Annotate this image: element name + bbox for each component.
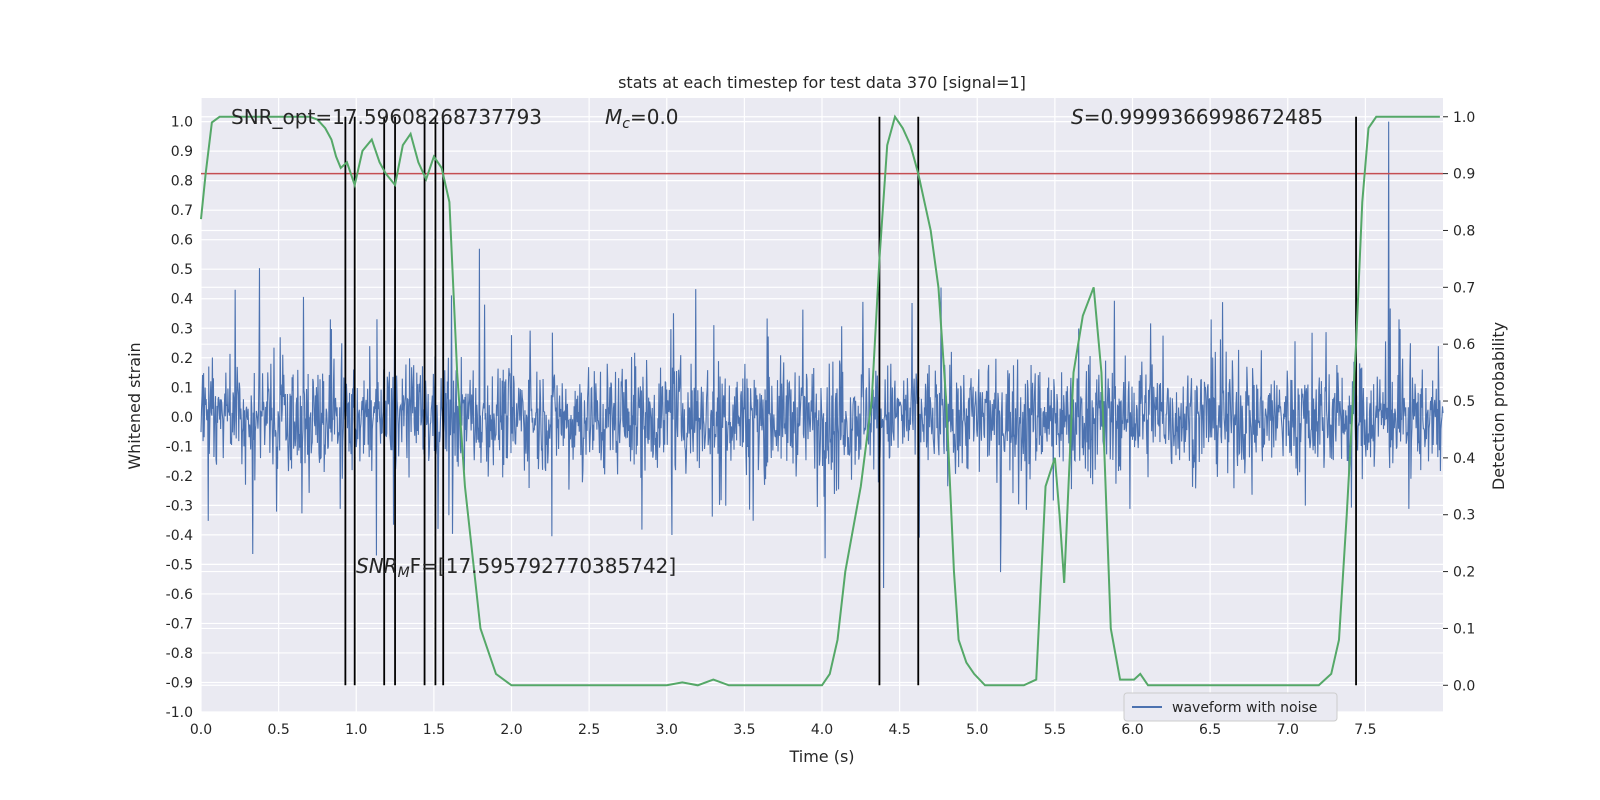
y-tick-label: -0.9 bbox=[166, 675, 193, 691]
y-gridlines bbox=[201, 121, 1443, 713]
legend-label: waveform with noise bbox=[1172, 700, 1317, 716]
snr-mf-annotation: SNRMF=[17.595792770385742] bbox=[356, 554, 676, 581]
y-tick-label: 0.7 bbox=[171, 203, 193, 219]
x-tick-label: 1.0 bbox=[345, 722, 367, 738]
legend: waveform with noise bbox=[1123, 692, 1338, 722]
x-tick-label: 6.5 bbox=[1199, 722, 1221, 738]
left-y-axis-ticks: -1.0 -0.9 -0.8 -0.7 -0.6 -0.5 -0.4 -0.3 -0.2 -0.1… bbox=[166, 115, 193, 721]
x-tick-label: 0.0 bbox=[190, 722, 212, 738]
right-y-tick-label: 0.2 bbox=[1453, 565, 1475, 581]
probability-line bbox=[200, 114, 1440, 687]
detection-probability-series bbox=[200, 114, 1440, 687]
x-tick-label: 7.0 bbox=[1277, 722, 1299, 738]
x-tick-label: 2.5 bbox=[578, 722, 600, 738]
y-tick-label: 0.0 bbox=[171, 410, 193, 426]
right-y-axis-ticks: 0.0 0.1 0.2 0.3 0.4 0.5 0.6 0.7 0.8 0.9 1.0 bbox=[1443, 110, 1475, 694]
x-tick-label: 3.0 bbox=[656, 722, 678, 738]
left-y-axis-label: Whitened strain bbox=[125, 342, 144, 469]
waveform-series bbox=[200, 121, 1444, 588]
y-tick-label: 0.5 bbox=[171, 262, 193, 278]
chirp-mass-symbol: M bbox=[605, 105, 622, 129]
x-axis-label: Time (s) bbox=[788, 747, 854, 766]
right-y-axis-label: Detection probability bbox=[1489, 322, 1508, 490]
y-tick-label: -1.0 bbox=[166, 705, 193, 721]
right-y-tick-label: 0.9 bbox=[1453, 167, 1475, 183]
s-symbol: S bbox=[1071, 105, 1084, 129]
detection-lines bbox=[344, 116, 1357, 686]
right-y-tick-label: 0.6 bbox=[1453, 337, 1475, 353]
right-y-tick-label: 0.5 bbox=[1453, 394, 1475, 410]
x-tick-label: 4.0 bbox=[811, 722, 833, 738]
x-tick-label: 6.0 bbox=[1121, 722, 1143, 738]
y-tick-label: 0.2 bbox=[171, 351, 193, 367]
chart-title: stats at each timestep for test data 370… bbox=[618, 73, 1026, 92]
y-tick-label: -0.6 bbox=[166, 587, 193, 603]
right-y-tick-label: 0.1 bbox=[1453, 621, 1475, 637]
x-axis-ticks: 0.0 0.5 1.0 1.5 2.0 2.5 3.0 3.5 4.0 4.5 5.0 5.5 6.0 6… bbox=[190, 722, 1377, 738]
x-tick-label: 3.5 bbox=[733, 722, 755, 738]
y-tick-label: 0.6 bbox=[171, 233, 193, 249]
x-tick-label: 1.5 bbox=[423, 722, 445, 738]
y-tick-label: 0.1 bbox=[171, 380, 193, 396]
x-tick-label: 7.5 bbox=[1354, 722, 1376, 738]
legend-box bbox=[1123, 692, 1338, 722]
x-tick-label: 5.5 bbox=[1044, 722, 1066, 738]
y-tick-label: 0.4 bbox=[171, 292, 193, 308]
right-y-tick-label: 0.7 bbox=[1453, 280, 1475, 296]
right-y-tick-label: 0.4 bbox=[1453, 451, 1475, 467]
chirp-mass-annotation: Mc=0.0 bbox=[605, 105, 679, 132]
s-value: =0.9999366998672485 bbox=[1084, 105, 1323, 129]
y-tick-label: -0.1 bbox=[166, 439, 193, 455]
snr-opt-annotation: SNR_opt=17.59608268737793 bbox=[231, 105, 542, 129]
y-tick-label: 1.0 bbox=[171, 115, 193, 131]
y-tick-label: 0.9 bbox=[171, 144, 193, 160]
chirp-mass-subscript: c bbox=[622, 116, 630, 132]
y-tick-label: -0.2 bbox=[166, 469, 193, 485]
snr-mf-subscript: M bbox=[398, 565, 410, 581]
y-tick-label: 0.8 bbox=[171, 174, 193, 190]
right-y-tick-label: 1.0 bbox=[1453, 110, 1475, 126]
waveform-line bbox=[200, 121, 1444, 588]
x-tick-label: 4.5 bbox=[888, 722, 910, 738]
snr-mf-prefix: SNR bbox=[356, 554, 398, 578]
s-annotation: S=0.9999366998672485 bbox=[1071, 105, 1323, 129]
x-tick-label: 2.0 bbox=[500, 722, 522, 738]
y-tick-label: 0.3 bbox=[171, 321, 193, 337]
right-y-tick-label: 0.3 bbox=[1453, 508, 1475, 524]
y-tick-label: -0.4 bbox=[166, 528, 193, 544]
y-tick-label: -0.8 bbox=[166, 646, 193, 662]
x-tick-label: 5.0 bbox=[966, 722, 988, 738]
right-y-tick-label: 0.8 bbox=[1453, 223, 1475, 239]
x-tick-label: 0.5 bbox=[267, 722, 289, 738]
y-tick-label: -0.5 bbox=[166, 557, 193, 573]
snr-mf-rest: F=[17.595792770385742] bbox=[410, 554, 677, 578]
y-tick-label: -0.7 bbox=[166, 616, 193, 632]
y-tick-label: -0.3 bbox=[166, 498, 193, 514]
chirp-mass-value: =0.0 bbox=[630, 105, 679, 129]
right-y-tick-label: 0.0 bbox=[1453, 678, 1475, 694]
